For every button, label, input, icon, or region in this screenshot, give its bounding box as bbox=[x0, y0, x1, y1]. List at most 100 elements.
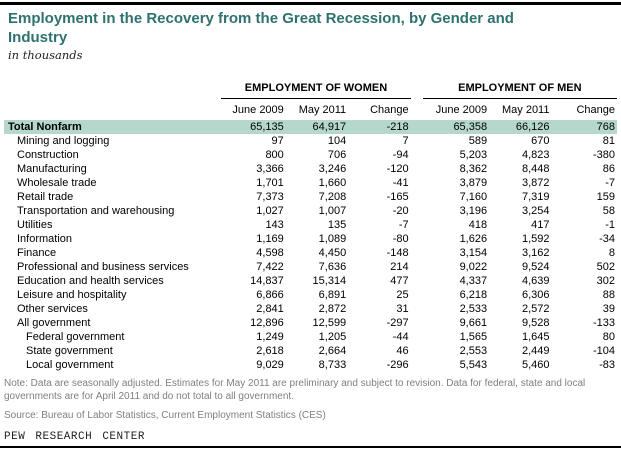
cell-value: 143 bbox=[265, 219, 284, 231]
table-row: Mining and logging 97 104 7 589 670 81 bbox=[4, 134, 617, 148]
label-column-spacer bbox=[4, 72, 221, 99]
cell-value: 65,358 bbox=[422, 120, 490, 134]
cell-value: 7,373 bbox=[256, 191, 284, 203]
row-label: Total Nonfarm bbox=[4, 120, 222, 134]
column-gap bbox=[411, 302, 423, 316]
cell-value: 6,218 bbox=[459, 289, 488, 301]
cell-value: 5,543 bbox=[459, 359, 488, 371]
column-gap bbox=[410, 120, 423, 134]
cell-value: 88 bbox=[602, 289, 615, 301]
cell-value: 418 bbox=[468, 219, 488, 231]
table-row: Information 1,169 1,089 -80 1,626 1,592 -34 bbox=[4, 232, 617, 246]
cell-value: 4,639 bbox=[521, 275, 550, 287]
cell-value: 159 bbox=[596, 191, 615, 203]
cell-value: 670 bbox=[531, 135, 550, 147]
row-label: Finance bbox=[17, 247, 57, 259]
cell-value: 2,553 bbox=[459, 345, 488, 357]
cell-value: 1,645 bbox=[521, 331, 550, 343]
cell-value: 4,823 bbox=[521, 149, 550, 161]
table-body: Total Nonfarm 65,135 64,917 -218 65,358 66,12… bbox=[4, 120, 617, 372]
column-header-row: June 2009 May 2011 Change June 2009 May … bbox=[4, 99, 617, 121]
table-row: Leisure and hospitality 6,866 6,891 25 6,218… bbox=[4, 288, 617, 302]
cell-value: -165 bbox=[386, 191, 409, 203]
cell-value: 3,254 bbox=[521, 205, 550, 217]
row-label: All government bbox=[17, 317, 91, 329]
cell-value: 768 bbox=[551, 120, 617, 134]
cell-value: 1,089 bbox=[318, 233, 347, 245]
cell-value: 1,027 bbox=[256, 205, 284, 217]
row-label: State government bbox=[26, 345, 113, 357]
cell-value: 25 bbox=[396, 289, 409, 301]
row-label: Wholesale trade bbox=[17, 177, 97, 189]
cell-value: 58 bbox=[602, 205, 615, 217]
cell-value: 7,160 bbox=[459, 191, 488, 203]
row-label: Other services bbox=[17, 303, 88, 315]
cell-value: 3,879 bbox=[459, 177, 488, 189]
cell-value: 80 bbox=[602, 331, 615, 343]
cell-value: 1,205 bbox=[318, 331, 347, 343]
cell-value: 8,362 bbox=[459, 163, 488, 175]
row-label: Leisure and hospitality bbox=[17, 289, 127, 301]
cell-value: 12,896 bbox=[250, 317, 284, 329]
row-label: Construction bbox=[17, 149, 79, 161]
cell-value: 65,135 bbox=[221, 120, 286, 134]
cell-value: 2,841 bbox=[256, 303, 284, 315]
cell-value: 7,208 bbox=[318, 191, 347, 203]
column-gap bbox=[411, 148, 423, 162]
row-label: Mining and logging bbox=[17, 135, 110, 147]
cell-value: 5,460 bbox=[521, 359, 550, 371]
cell-value: 39 bbox=[602, 303, 615, 315]
cell-value: -218 bbox=[348, 120, 411, 134]
column-gap bbox=[411, 358, 423, 372]
cell-value: 2,533 bbox=[459, 303, 488, 315]
column-gap bbox=[411, 330, 423, 344]
cell-value: 1,007 bbox=[318, 205, 347, 217]
table-row: Professional and business services 7,422 7… bbox=[4, 260, 617, 274]
cell-value: 2,618 bbox=[256, 345, 284, 357]
cell-value: 800 bbox=[265, 149, 284, 161]
col-header-women-may2011: May 2011 bbox=[298, 104, 347, 116]
cell-value: 2,449 bbox=[521, 345, 550, 357]
column-gap bbox=[411, 316, 423, 330]
cell-value: 2,664 bbox=[318, 345, 347, 357]
cell-value: -380 bbox=[592, 149, 615, 161]
cell-value: 6,866 bbox=[256, 289, 284, 301]
cell-value: 6,306 bbox=[521, 289, 550, 301]
column-gap bbox=[411, 162, 423, 176]
cell-value: 8,733 bbox=[318, 359, 347, 371]
cell-value: 4,337 bbox=[459, 275, 488, 287]
table-row: Other services 2,841 2,872 31 2,533 2,572 39 bbox=[4, 302, 617, 316]
cell-value: 3,872 bbox=[521, 177, 550, 189]
table-row: Local government 9,029 8,733 -296 5,543 5,460… bbox=[4, 358, 617, 372]
table-row: Total Nonfarm 65,135 64,917 -218 65,358 66,12… bbox=[4, 120, 617, 134]
cell-value: 4,598 bbox=[256, 247, 284, 259]
cell-value: 9,029 bbox=[256, 359, 284, 371]
row-label: Education and health services bbox=[17, 275, 164, 287]
source-text: Source: Bureau of Labor Statistics, Curr… bbox=[4, 410, 326, 421]
note-text: Note: Data are seasonally adjusted. Esti… bbox=[4, 378, 586, 402]
cell-value: 477 bbox=[390, 275, 409, 287]
table-row: All government 12,896 12,599 -297 9,661 9,528… bbox=[4, 316, 617, 330]
cell-value: 135 bbox=[327, 219, 347, 231]
column-gap bbox=[411, 260, 423, 274]
cell-value: 9,524 bbox=[521, 261, 550, 273]
table-row: Finance 4,598 4,450 -148 3,154 3,162 8 bbox=[4, 246, 617, 260]
cell-value: 7,636 bbox=[318, 261, 347, 273]
subtitle: in thousands bbox=[8, 48, 83, 62]
col-header-women-june2009: June 2009 bbox=[232, 104, 284, 116]
cell-value: 3,366 bbox=[256, 163, 284, 175]
cell-value: -1 bbox=[605, 219, 615, 231]
column-gap bbox=[411, 176, 423, 190]
row-label: Utilities bbox=[17, 219, 53, 231]
cell-value: -7 bbox=[398, 219, 409, 231]
cell-value: 8,448 bbox=[521, 163, 550, 175]
page-title: Employment in the Recovery from the Grea… bbox=[8, 10, 514, 46]
cell-value: 2,872 bbox=[318, 303, 347, 315]
cell-value: 7 bbox=[402, 135, 409, 147]
col-header-men-june2009: June 2009 bbox=[435, 104, 488, 116]
cell-value: -297 bbox=[386, 317, 409, 329]
label-column-spacer bbox=[4, 99, 221, 121]
column-gap bbox=[411, 232, 423, 246]
cell-value: 1,626 bbox=[459, 233, 488, 245]
